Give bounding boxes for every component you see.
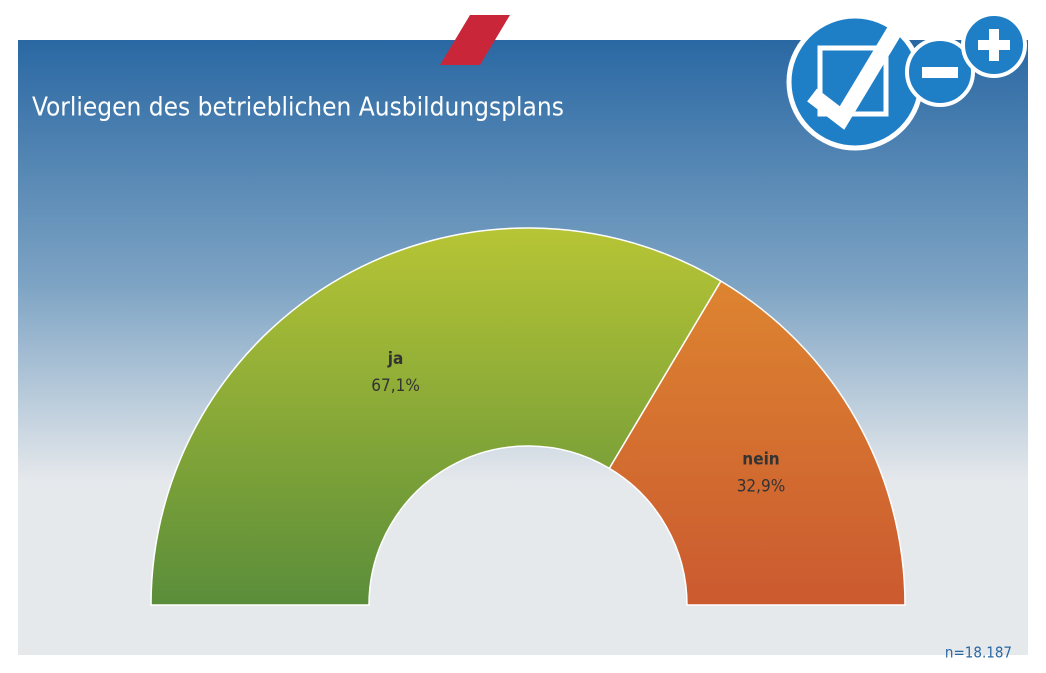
donut-slice <box>608 280 906 606</box>
chart-title: Vorliegen des betrieblichen Ausbildungsp… <box>32 93 564 123</box>
logo-icon <box>786 12 1027 151</box>
decor-stripe <box>440 15 510 65</box>
slice-value-label: 67,1% <box>371 376 420 396</box>
slice-value-label: 32,9% <box>737 477 786 497</box>
donut-slice <box>150 227 722 606</box>
sample-size-note: n=18.187 <box>945 644 1012 662</box>
slice-label: ja <box>387 349 404 369</box>
decor-stripe-white <box>530 10 560 40</box>
slice-label: nein <box>742 450 779 470</box>
